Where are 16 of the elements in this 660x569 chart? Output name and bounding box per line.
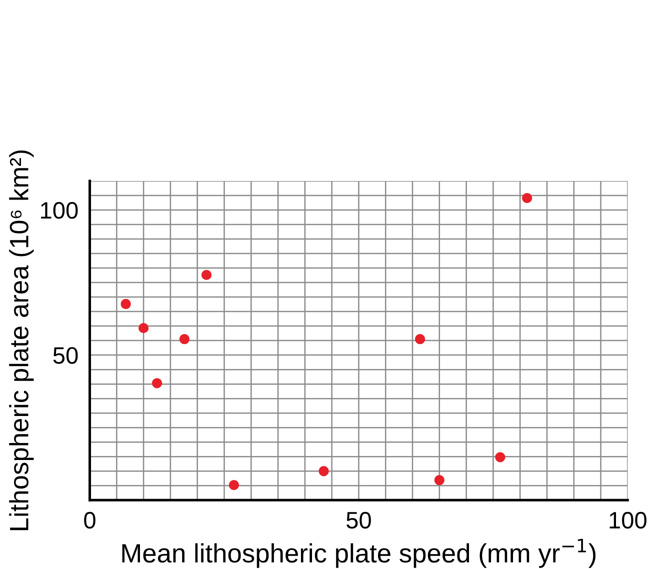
point	[228, 480, 240, 490]
point	[318, 466, 329, 476]
x-tick-label: 100	[610, 512, 646, 529]
y-axis-title: Lithospheric plate area (10⁶ km²)	[9, 150, 34, 530]
point	[201, 270, 212, 280]
point	[152, 378, 162, 388]
point	[138, 322, 149, 334]
point	[522, 192, 532, 204]
x-axis-title: Mean lithospheric plate speed (mm yr$^{−1}$)	[122, 538, 596, 568]
x-tick-label: 50	[346, 512, 371, 529]
point	[495, 452, 506, 462]
x-tick-label: 0	[84, 512, 96, 529]
point	[434, 475, 444, 486]
point	[179, 334, 190, 344]
point	[120, 298, 131, 310]
point	[414, 334, 426, 344]
